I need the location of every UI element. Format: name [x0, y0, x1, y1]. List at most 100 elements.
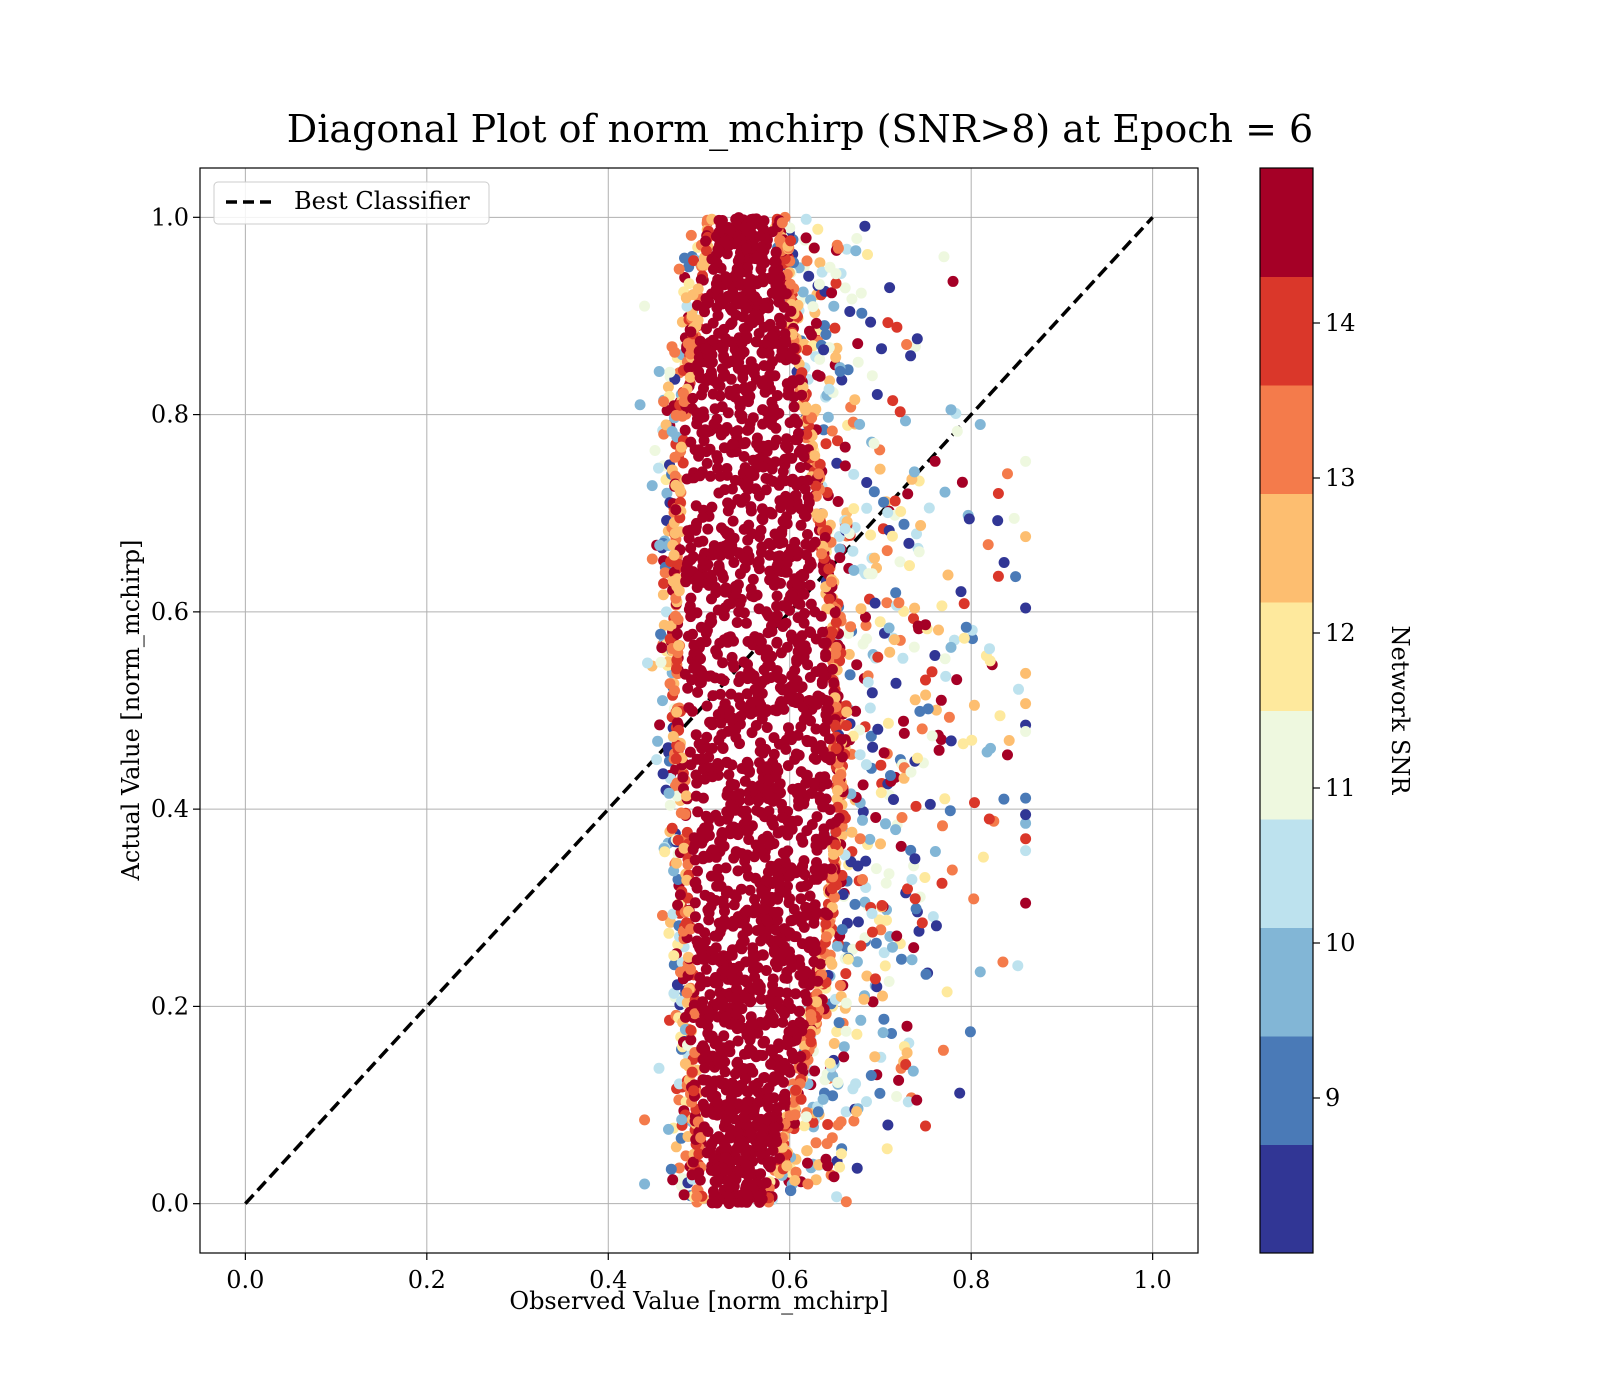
scatter-point — [776, 217, 788, 229]
scatter-point — [788, 682, 799, 694]
scatter-point — [712, 1097, 723, 1108]
scatter-point — [762, 627, 774, 639]
scatter-point — [781, 1160, 793, 1172]
scatter-point — [801, 1145, 813, 1157]
scatter-point — [891, 1091, 903, 1102]
scatter-point — [685, 348, 697, 360]
scatter-point — [760, 443, 772, 454]
scatter-point — [1020, 897, 1032, 909]
scatter-point — [909, 602, 921, 614]
scatter-point — [901, 339, 913, 350]
scatter-point — [663, 927, 675, 939]
scatter-point — [780, 440, 791, 452]
scatter-point — [929, 455, 941, 467]
scatter-point — [840, 997, 852, 1009]
scatter-point — [888, 634, 900, 646]
scatter-point — [740, 1159, 752, 1171]
scatter-point — [1001, 749, 1013, 761]
scatter-point — [688, 255, 700, 267]
scatter-point — [798, 644, 810, 656]
scatter-point — [836, 374, 848, 386]
scatter-point — [846, 826, 858, 838]
scatter-point — [715, 717, 727, 729]
scatter-point — [906, 954, 918, 966]
scatter-point — [639, 300, 651, 312]
scatter-point — [740, 617, 752, 629]
scatter-point — [781, 1038, 793, 1049]
scatter-point — [689, 897, 701, 909]
scatter-point — [738, 607, 750, 619]
scatter-point — [719, 1139, 731, 1151]
scatter-point — [707, 771, 718, 783]
scatter-point — [754, 230, 766, 242]
scatter-point — [922, 703, 934, 715]
scatter-point — [690, 729, 702, 741]
scatter-point — [878, 747, 890, 759]
scatter-point — [875, 924, 887, 936]
scatter-point — [945, 404, 957, 416]
scatter-point — [760, 889, 772, 900]
scatter-point — [832, 1077, 844, 1088]
scatter-point — [795, 519, 807, 531]
scatter-point — [700, 235, 712, 247]
scatter-point — [902, 883, 913, 895]
scatter-point — [782, 824, 794, 836]
scatter-point — [754, 531, 765, 543]
scatter-point — [881, 597, 893, 609]
scatter-point — [740, 863, 752, 875]
scatter-point — [721, 756, 733, 768]
scatter-point — [819, 532, 831, 543]
scatter-point — [723, 1190, 735, 1201]
scatter-point — [710, 1164, 722, 1176]
scatter-point — [769, 1121, 780, 1133]
colorbar-bin — [1260, 1036, 1313, 1145]
scatter-point — [967, 633, 978, 645]
scatter-point — [802, 1178, 814, 1190]
scatter-point — [721, 789, 733, 801]
scatter-point — [804, 1028, 816, 1040]
scatter-point — [755, 636, 767, 648]
scatter-point — [685, 542, 697, 554]
scatter-point — [861, 502, 873, 514]
scatter-point — [869, 973, 881, 985]
scatter-point — [747, 942, 759, 954]
scatter-point — [838, 1041, 850, 1053]
scatter-point — [657, 695, 668, 707]
scatter-point — [726, 949, 738, 961]
scatter-point — [937, 820, 948, 832]
scatter-point — [685, 326, 697, 338]
scatter-point — [860, 759, 872, 771]
scatter-point — [837, 889, 849, 900]
scatter-point — [835, 769, 847, 780]
scatter-point — [711, 302, 723, 314]
scatter-point — [820, 931, 832, 943]
scatter-point — [710, 851, 722, 863]
scatter-point — [740, 303, 752, 315]
scatter-point — [968, 699, 980, 711]
scatter-point — [773, 672, 784, 684]
scatter-point — [799, 988, 811, 1000]
scatter-point — [789, 664, 801, 676]
scatter-point — [882, 507, 894, 519]
scatter-point — [738, 451, 750, 462]
scatter-point — [779, 856, 791, 868]
scatter-point — [802, 1157, 813, 1169]
scatter-point — [717, 743, 729, 754]
scatter-point — [854, 749, 866, 761]
scatter-point — [760, 1177, 772, 1189]
scatter-point — [667, 731, 679, 742]
scatter-point — [869, 1051, 881, 1063]
scatter-point — [695, 1132, 707, 1144]
scatter-point — [816, 869, 828, 881]
scatter-point — [691, 661, 703, 673]
scatter-point — [737, 438, 749, 450]
scatter-point — [695, 677, 707, 688]
scatter-point — [725, 499, 737, 511]
scatter-point — [698, 953, 710, 965]
scatter-point — [825, 626, 837, 638]
scatter-point — [882, 317, 894, 329]
scatter-point — [795, 893, 807, 905]
scatter-point — [667, 908, 679, 920]
scatter-point — [809, 536, 821, 548]
scatter-point — [708, 375, 719, 387]
